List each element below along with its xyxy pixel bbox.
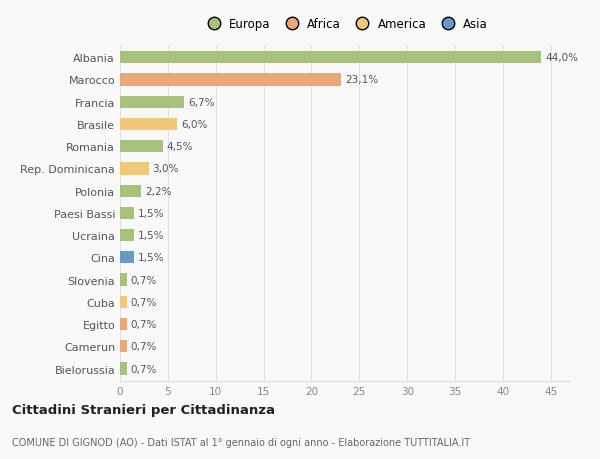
Text: 1,5%: 1,5%	[138, 230, 164, 241]
Text: 6,0%: 6,0%	[181, 120, 208, 129]
Text: 6,7%: 6,7%	[188, 97, 214, 107]
Text: 23,1%: 23,1%	[345, 75, 378, 85]
Text: 0,7%: 0,7%	[131, 297, 157, 307]
Text: 0,7%: 0,7%	[131, 275, 157, 285]
Text: COMUNE DI GIGNOD (AO) - Dati ISTAT al 1° gennaio di ogni anno - Elaborazione TUT: COMUNE DI GIGNOD (AO) - Dati ISTAT al 1°…	[12, 437, 470, 447]
Text: Cittadini Stranieri per Cittadinanza: Cittadini Stranieri per Cittadinanza	[12, 403, 275, 416]
Legend: Europa, Africa, America, Asia: Europa, Africa, America, Asia	[202, 18, 488, 31]
Bar	[120, 207, 134, 219]
Text: 0,7%: 0,7%	[131, 319, 157, 330]
Bar	[120, 52, 541, 64]
Text: 44,0%: 44,0%	[545, 53, 578, 63]
Text: 0,7%: 0,7%	[131, 341, 157, 352]
Bar	[120, 274, 127, 286]
Bar	[120, 185, 141, 197]
Bar	[120, 252, 134, 264]
Text: 0,7%: 0,7%	[131, 364, 157, 374]
Bar	[120, 341, 127, 353]
Text: 1,5%: 1,5%	[138, 253, 164, 263]
Text: 4,5%: 4,5%	[167, 142, 193, 152]
Text: 3,0%: 3,0%	[152, 164, 179, 174]
Bar	[120, 141, 163, 153]
Bar	[120, 318, 127, 330]
Text: 1,5%: 1,5%	[138, 208, 164, 218]
Bar	[120, 74, 341, 86]
Bar	[120, 296, 127, 308]
Bar	[120, 118, 178, 131]
Text: 2,2%: 2,2%	[145, 186, 172, 196]
Bar	[120, 96, 184, 109]
Bar	[120, 363, 127, 375]
Bar	[120, 163, 149, 175]
Bar	[120, 230, 134, 242]
